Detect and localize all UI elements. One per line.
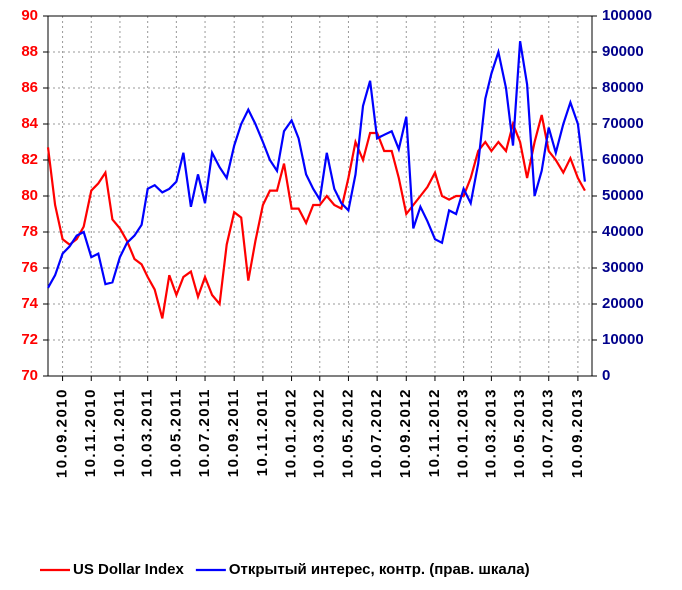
y-tick-label: 74 (21, 295, 38, 312)
y2-tick-label: 60000 (602, 151, 644, 168)
y2-tick-label: 20000 (602, 295, 644, 312)
x-tick-label: 10.09.2013 (569, 388, 586, 478)
y-tick-label: 80 (21, 187, 38, 204)
x-tick-label: 10.11.2011 (254, 388, 271, 476)
x-tick-label: 10.07.2011 (196, 388, 213, 477)
y2-tick-label: 70000 (602, 115, 644, 132)
x-tick-label: 10.01.2011 (111, 388, 128, 477)
y-tick-label: 70 (21, 367, 38, 384)
y-tick-label: 84 (21, 115, 38, 132)
x-tick-label: 10.03.2011 (139, 388, 156, 477)
y-tick-label: 86 (21, 79, 38, 96)
series-line (46, 114, 586, 319)
x-tick-label: 10.11.2010 (82, 388, 99, 477)
y-tick-label: 76 (21, 259, 38, 276)
y2-tick-label: 80000 (602, 79, 644, 96)
y2-tick-label: 50000 (602, 187, 644, 204)
x-tick-label: 10.05.2011 (167, 388, 184, 477)
x-tick-label: 10.07.2013 (540, 388, 557, 478)
legend-label: Открытый интерес, контр. (прав. шкала) (229, 561, 530, 578)
legend-label: US Dollar Index (73, 561, 185, 578)
x-tick-label: 10.03.2012 (311, 388, 328, 478)
x-tick-label: 10.05.2012 (339, 388, 356, 478)
x-tick-label: 10.11.2012 (426, 388, 443, 477)
x-tick-label: 10.01.2012 (283, 388, 300, 478)
x-tick-label: 10.07.2012 (368, 388, 385, 478)
y2-tick-label: 10000 (602, 331, 644, 348)
x-tick-label: 10.03.2013 (482, 388, 499, 478)
y-tick-label: 88 (21, 43, 38, 60)
x-tick-label: 10.05.2013 (511, 388, 528, 478)
plot-frame (47, 15, 593, 377)
y-tick-label: 72 (21, 331, 38, 348)
y2-tick-label: 30000 (602, 259, 644, 276)
x-tick-label: 10.09.2010 (54, 388, 71, 478)
y2-tick-label: 90000 (602, 43, 644, 60)
y-tick-label: 78 (21, 223, 38, 240)
y2-tick-label: 100000 (602, 7, 652, 24)
y-tick-label: 90 (21, 7, 38, 24)
series-line (47, 41, 586, 289)
x-tick-label: 10.09.2011 (225, 388, 242, 477)
y-tick-label: 82 (21, 151, 38, 168)
y2-tick-label: 0 (602, 367, 610, 384)
x-tick-label: 10.01.2013 (455, 388, 472, 478)
y2-tick-label: 40000 (602, 223, 644, 240)
x-tick-label: 10.09.2012 (397, 388, 414, 478)
